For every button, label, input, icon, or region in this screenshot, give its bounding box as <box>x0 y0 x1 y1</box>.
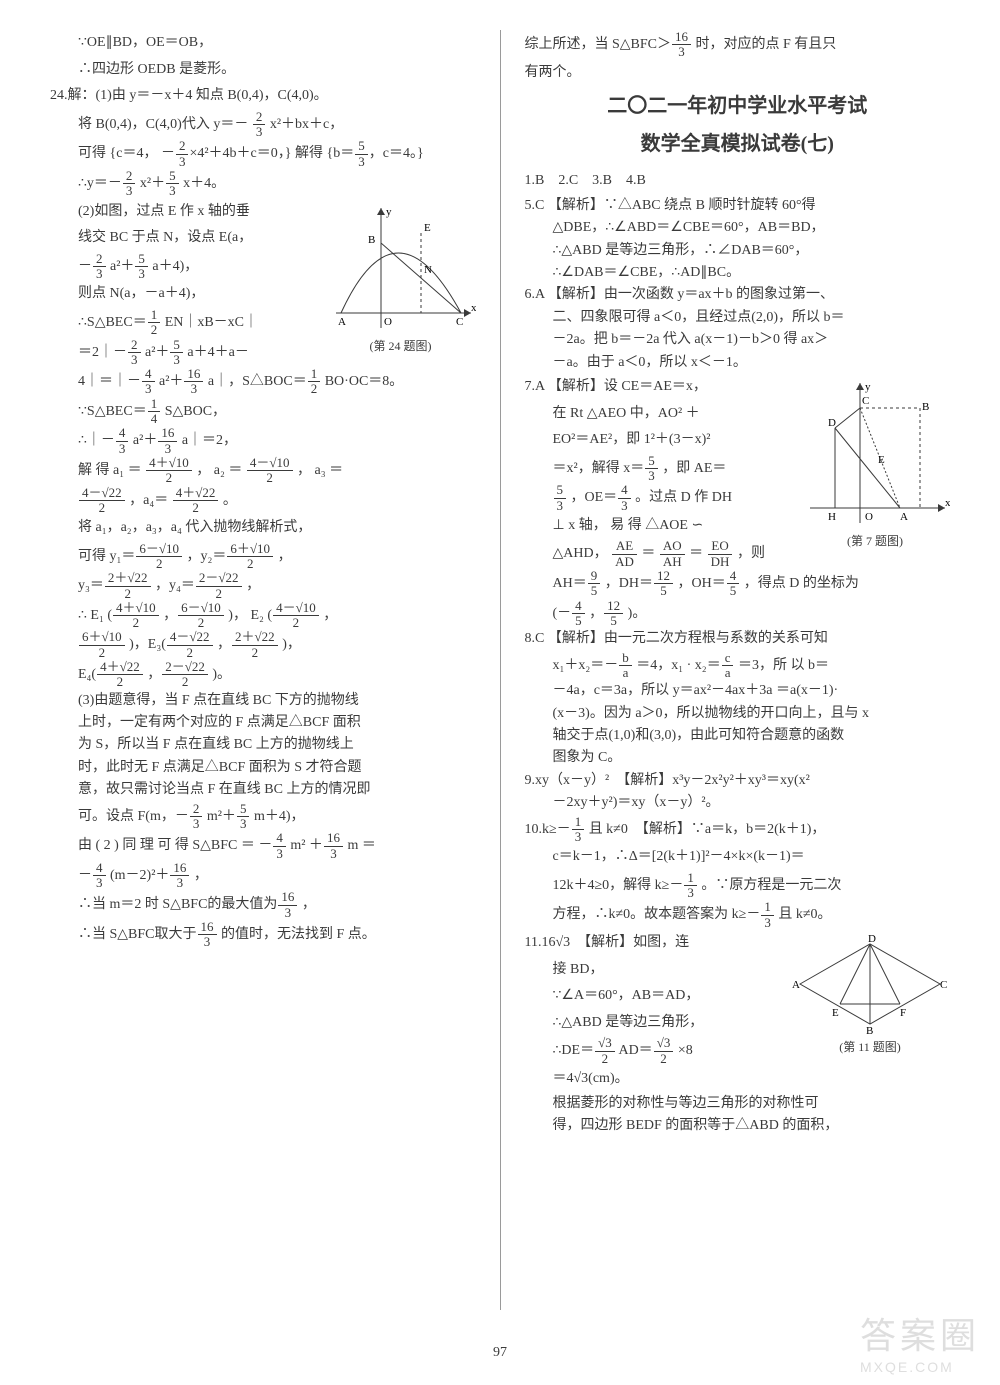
line: ∴｜－43 a²＋163 a｜＝2， <box>50 426 476 456</box>
line: 4－√222 ，a₄＝ 4＋√222 。 <box>50 486 476 516</box>
text: 可得 <box>78 146 106 161</box>
watermark: 答案圈 MXQE.COM <box>860 1307 980 1375</box>
line: 由 ( 2 ) 同 理 可 得 S△BFC ＝ －43 m² ＋163 m ＝ <box>50 831 476 861</box>
line: 为 S，所以当 F 点在直线 BC 上方的抛物线上 <box>50 734 476 756</box>
svg-text:y: y <box>865 381 871 393</box>
right-column: 综上所述，当 S△BFC＞163 时，对应的点 F 有且只 有两个。 二〇二一年… <box>525 30 951 1310</box>
line: ∴当 S△BFC取大于163 的值时，无法找到 F 点。 <box>50 920 476 950</box>
figure-24: A O C x y B E N (第 24 题图) <box>326 203 476 358</box>
line: 得，四边形 BEDF 的面积等于△ABD 的面积， <box>525 1115 951 1137</box>
line: 综上所述，当 S△BFC＞163 时，对应的点 F 有且只 <box>525 30 951 60</box>
line: 解 得 a₁ ＝ 4＋√102 ， a₂ ＝ 4－√102 ， a₃ ＝ <box>50 456 476 486</box>
text: 将 B(0,4)，C(4,0)代入 y＝－ <box>78 117 248 132</box>
svg-text:D: D <box>868 934 876 945</box>
line: (3)由题意得，当 F 点在直线 BC 下方的抛物线 <box>50 690 476 712</box>
line: －2a。把 b＝－2a 代入 a(x－1)－b＞0 得 ax＞ <box>525 329 951 351</box>
text: x²＋bx＋c， <box>270 117 343 132</box>
line: ∴当 m＝2 时 S△BFC的最大值为163 ， <box>50 890 476 920</box>
line: 有两个。 <box>525 60 951 87</box>
line: ＝4√3(cm)。 <box>525 1066 951 1093</box>
svg-text:F: F <box>900 1007 906 1019</box>
figure-7: O A x y B C D E H (第 7 题图) <box>800 378 950 553</box>
svg-text:E: E <box>878 454 885 466</box>
line: c＝k－1，∴Δ＝[2(k＋1)]²－4×k×(k－1)＝ <box>525 844 951 871</box>
line: △DBE，∴∠ABD＝∠CBE＝60°，AB＝BD， <box>525 217 951 239</box>
q5: 5.C 【解析】∵△ABC 绕点 B 顺时针旋转 60°得 <box>525 195 951 217</box>
svg-text:x: x <box>945 497 950 509</box>
q8: 8.C 【解析】由一元二次方程根与系数的关系可知 <box>525 628 951 650</box>
svg-text:C: C <box>940 979 947 991</box>
line: ∴四边形 OEDB 是菱形。 <box>50 57 476 84</box>
line: 可得 {c＝4， －23×4²＋4b＋c＝0，} 解得 {b＝53，c＝4。} <box>50 139 476 169</box>
column-divider <box>500 30 501 1310</box>
line: 方程，∴k≠0。故本题答案为 k≥－13 且 k≠0。 <box>525 900 951 930</box>
svg-text:B: B <box>922 401 929 413</box>
line: ∴△ABD 是等边三角形，∴∠DAB＝60°， <box>525 240 951 262</box>
page-number: 97 <box>0 1345 1000 1361</box>
line: 将 B(0,4)，C(4,0)代入 y＝－ 23 x²＋bx＋c， <box>50 110 476 140</box>
line: 意，故只需讨论当点 F 在直线 BC 上方的情况即 <box>50 779 476 801</box>
line: ∴y＝－23 x²＋53 x＋4。 <box>50 169 476 199</box>
svg-text:y: y <box>386 206 392 218</box>
figure-7-caption: (第 7 题图) <box>800 530 950 553</box>
line: 12k＋4≥0，解得 k≥－13 。∵原方程是一元二次 <box>525 871 951 901</box>
line: ∵S△BEC＝14 S△BOC， <box>50 397 476 427</box>
line: 4｜＝｜－43 a²＋163 a｜，S△BOC＝12 BO·OC＝8。 <box>50 367 476 397</box>
paper-title-2: 数学全真模拟试卷(七) <box>525 130 951 158</box>
svg-text:A: A <box>900 511 908 523</box>
svg-text:B: B <box>866 1025 873 1034</box>
answers-row: 1.B 2.C 3.B 4.B <box>525 168 951 195</box>
line: 6＋√102 )，E₃(4－√222 ，2＋√222 )， <box>50 630 476 660</box>
line: －2xy＋y²)＝xy（x－y）²。 <box>525 792 951 814</box>
q9: 9.xy（x－y）² 【解析】x³y－2x²y²＋xy³＝xy(x² <box>525 770 951 792</box>
left-column: ∵OE∥BD，OE＝OB， ∴四边形 OEDB 是菱形。 24.解：(1)由 y… <box>50 30 476 1310</box>
figure-11-caption: (第 11 题图) <box>790 1036 950 1059</box>
line: ∵OE∥BD，OE＝OB， <box>50 30 476 57</box>
line: 可得 y₁＝6－√102 ，y₂＝6＋√102 ， <box>50 542 476 572</box>
line: 上时，一定有两个对应的 F 点满足△BCF 面积 <box>50 712 476 734</box>
svg-text:E: E <box>424 222 431 234</box>
svg-text:D: D <box>828 417 836 429</box>
line: ∴ E₁ (4＋√102 ，6－√102 )， E₂ (4－√102 ， <box>50 601 476 631</box>
svg-text:A: A <box>792 979 800 991</box>
figure-11: A D C B E F (第 11 题图) <box>790 934 950 1059</box>
line: 二、四象限可得 a＜0，且经过点(2,0)，所以 b＝ <box>525 307 951 329</box>
svg-text:O: O <box>865 511 873 523</box>
paper-title-1: 二〇二一年初中学业水平考试 <box>525 92 951 120</box>
svg-text:H: H <box>828 511 836 523</box>
svg-text:O: O <box>384 316 392 328</box>
q6: 6.A 【解析】由一次函数 y＝ax＋b 的图象过第一、 <box>525 284 951 306</box>
svg-text:E: E <box>832 1007 839 1019</box>
svg-text:A: A <box>338 316 346 328</box>
line: 图象为 C。 <box>525 747 951 769</box>
line: 轴交于点(1,0)和(3,0)，由此可知符合题意的函数 <box>525 725 951 747</box>
line: 将 a₁，a₂，a₃，a₄ 代入抛物线解析式， <box>50 515 476 542</box>
watermark-main: 答案圈 <box>860 1315 980 1356</box>
q10: 10.k≥－13 且 k≠0 【解析】∵a＝k，b＝2(k＋1)， <box>525 815 951 845</box>
line: －a。由于 a＜0，所以 x＜－1。 <box>525 352 951 374</box>
line: 可。设点 F(m，－23 m²＋53 m＋4)， <box>50 802 476 832</box>
svg-text:C: C <box>862 395 869 407</box>
watermark-sub: MXQE.COM <box>860 1359 980 1375</box>
line: ∴∠DAB＝∠CBE，∴AD∥BC。 <box>525 262 951 284</box>
svg-text:x: x <box>471 302 476 314</box>
figure-24-caption: (第 24 题图) <box>326 335 476 358</box>
line: －4a，c＝3a，所以 y＝ax²－4ax＋3a ＝a(x－1)· <box>525 680 951 702</box>
line: y₃＝2＋√222 ，y₄＝2－√222 ， <box>50 571 476 601</box>
q24-head: 24.解：(1)由 y＝－x＋4 知点 B(0,4)，C(4,0)。 <box>50 83 476 110</box>
line: x₁＋x₂＝－ba ＝4，x₁ · x₂＝ca ＝3，所 以 b＝ <box>525 651 951 681</box>
line: AH＝95 ，DH＝125 ，OH＝45 ，得点 D 的坐标为 <box>525 569 951 599</box>
line: E₄(4＋√222 ，2－√222 )。 <box>50 660 476 690</box>
line: －43 (m－2)²＋163 ， <box>50 861 476 891</box>
line: (x－3)。因为 a＞0，所以抛物线的开口向上，且与 x <box>525 703 951 725</box>
svg-text:C: C <box>456 316 463 328</box>
svg-text:B: B <box>368 234 375 246</box>
line: (－45 ，125 )。 <box>525 599 951 629</box>
line: 根据菱形的对称性与等边三角形的对称性可 <box>525 1093 951 1115</box>
svg-text:N: N <box>424 264 432 276</box>
line: 时，此时无 F 点满足△BCF 面积为 S 才符合题 <box>50 757 476 779</box>
